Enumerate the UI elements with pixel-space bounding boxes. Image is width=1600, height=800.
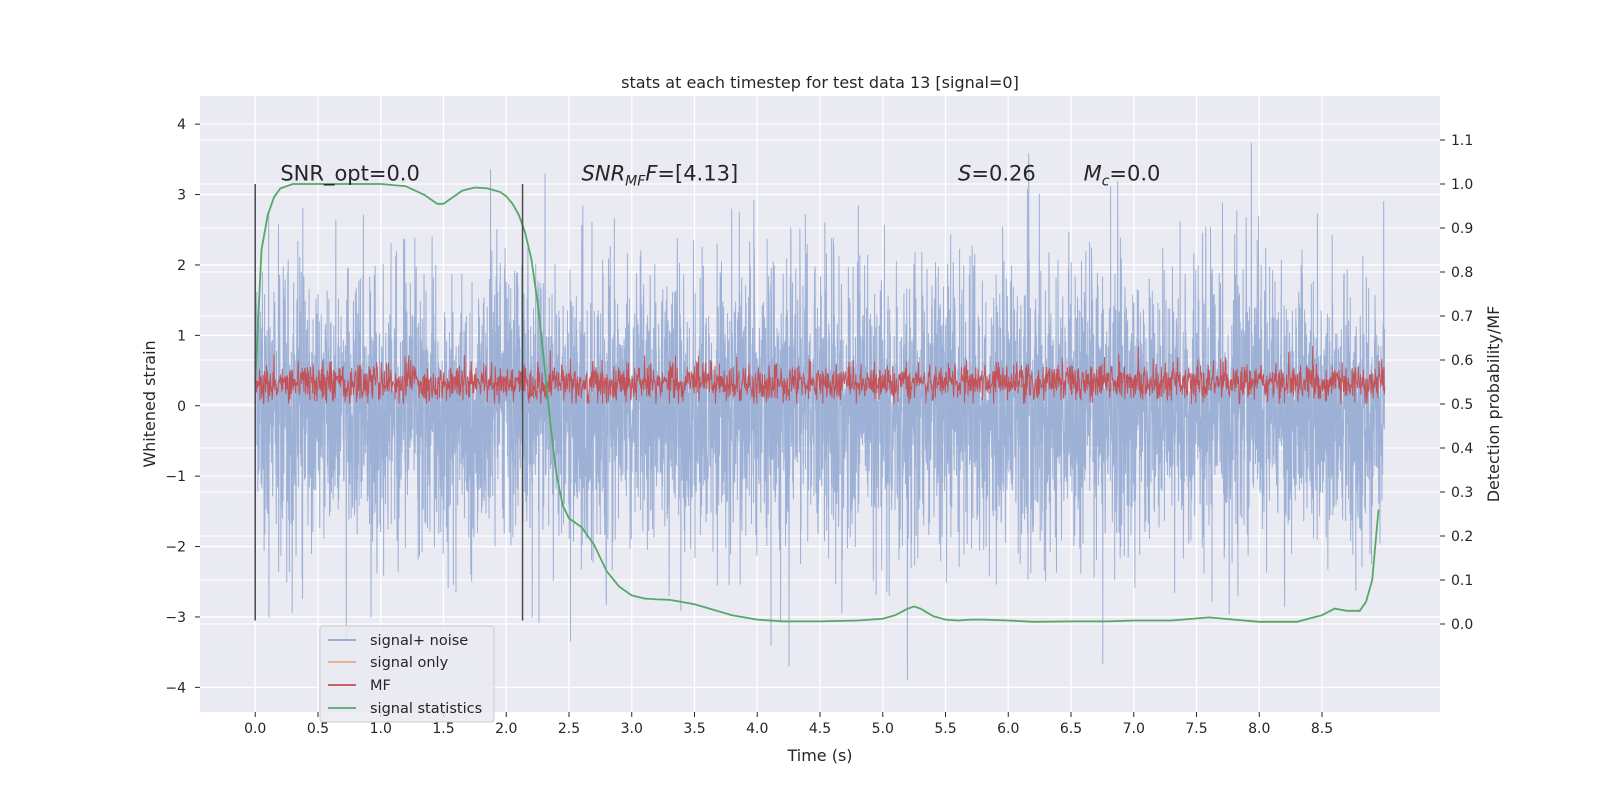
x-tick-label: 2.0 xyxy=(495,721,517,737)
y-left-tick-label: −2 xyxy=(165,540,186,556)
chart-title: stats at each timestep for test data 13 … xyxy=(621,73,1019,92)
y-right-tick-label: 0.3 xyxy=(1451,485,1473,501)
y-right-tick-label: 0.0 xyxy=(1451,617,1473,633)
x-tick-label: 5.0 xyxy=(872,721,894,737)
annotation-0: SNR_opt=0.0 xyxy=(280,161,420,186)
x-tick-label: 3.5 xyxy=(683,721,705,737)
x-tick-label: 1.0 xyxy=(370,721,392,737)
y-left-tick-label: 0 xyxy=(177,399,186,415)
legend-label-signal-only: signal only xyxy=(370,655,449,671)
x-tick-label: 2.5 xyxy=(558,721,580,737)
x-axis-label: Time (s) xyxy=(786,746,852,765)
x-tick-label: 8.0 xyxy=(1248,721,1270,737)
annotation-3: Mc=0.0 xyxy=(1084,161,1161,189)
legend-box xyxy=(319,625,495,723)
x-tick-label: 7.0 xyxy=(1123,721,1145,737)
y-left-tick-label: 3 xyxy=(177,188,186,204)
x-tick-label: 5.5 xyxy=(934,721,956,737)
y-right-tick-label: 0.4 xyxy=(1451,441,1473,457)
y-right-tick-label: 0.7 xyxy=(1451,309,1473,325)
y-axis-left-label: Whitened strain xyxy=(140,340,159,467)
series-line-signal-statistics xyxy=(254,183,1380,623)
vertical-markers xyxy=(254,184,524,621)
y-axis-left: 4 3 2 1 0 −1 −2 −3 −4 xyxy=(165,117,200,696)
legend: signal+ noise signal only MF signal stat… xyxy=(319,625,495,723)
y-right-tick-label: 0.1 xyxy=(1451,573,1473,589)
legend-label-signal-statistics: signal statistics xyxy=(370,701,482,717)
x-tick-label: 1.5 xyxy=(432,721,454,737)
y-left-tick-label: −3 xyxy=(165,610,186,626)
y-right-tick-label: 1.1 xyxy=(1451,133,1473,149)
y-left-tick-label: 1 xyxy=(177,328,186,344)
x-axis: 0.0 0.5 1.0 1.5 2.0 2.5 3.0 3.5 4.0 4.5 5.0 5.5 6.0 6… xyxy=(244,712,1333,737)
annotation-1: SNRMFF=[4.13] xyxy=(582,161,739,189)
y-axis-right: 1.1 1.0 0.9 0.8 0.7 0.6 0.5 0.4 0.3 0.2 0.1 0.0 xyxy=(1440,133,1473,633)
x-tick-label: 0.0 xyxy=(244,721,266,737)
x-tick-label: 6.0 xyxy=(997,721,1019,737)
y-right-tick-label: 0.6 xyxy=(1451,353,1473,369)
y-right-tick-label: 1.0 xyxy=(1451,177,1473,193)
y-left-tick-label: −4 xyxy=(165,680,186,696)
x-tick-label: 7.5 xyxy=(1185,721,1207,737)
x-tick-label: 4.5 xyxy=(809,721,831,737)
y-left-tick-label: 4 xyxy=(177,117,186,133)
x-tick-label: 6.5 xyxy=(1060,721,1082,737)
x-tick-label: 0.5 xyxy=(307,721,329,737)
y-right-tick-label: 0.2 xyxy=(1451,529,1473,545)
y-left-tick-label: −1 xyxy=(165,469,186,485)
x-tick-label: 3.0 xyxy=(621,721,643,737)
y-axis-right-label: Detection probability/MF xyxy=(1484,306,1503,503)
x-tick-label: 4.0 xyxy=(746,721,768,737)
legend-label-mf: MF xyxy=(370,678,391,694)
y-right-tick-label: 0.5 xyxy=(1451,397,1473,413)
legend-label-signal-noise: signal+ noise xyxy=(370,633,468,649)
y-right-tick-label: 0.8 xyxy=(1451,265,1473,281)
annotation-2: S=0.26 xyxy=(958,161,1036,185)
x-tick-label: 8.5 xyxy=(1311,721,1333,737)
annotations: SNR_opt=0.0 SNRMFF=[4.13] S=0.26 Mc=0.0 xyxy=(280,161,1160,189)
y-right-tick-label: 0.9 xyxy=(1451,221,1473,237)
y-left-tick-label: 2 xyxy=(177,258,186,274)
series-line-mf xyxy=(254,345,1386,405)
series-layer xyxy=(254,142,1386,681)
